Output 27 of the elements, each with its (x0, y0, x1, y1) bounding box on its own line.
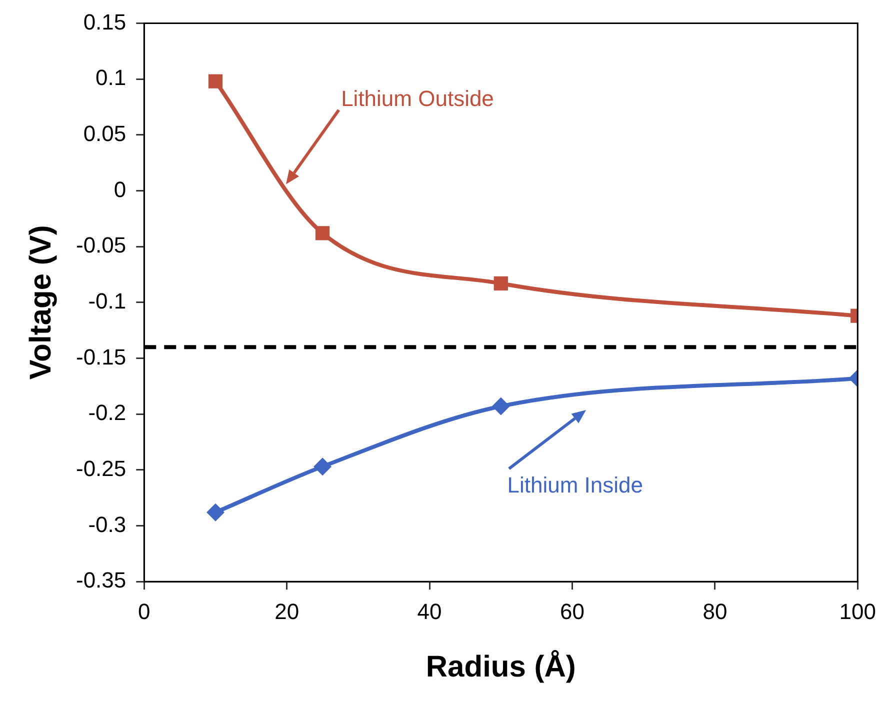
point (494, 276, 508, 290)
point (314, 458, 332, 476)
annotation: Lithium Inside (507, 472, 643, 498)
point (492, 397, 510, 416)
y-tick-label: -0.25 (76, 456, 126, 481)
x-tick-label: 0 (138, 598, 150, 624)
x-tick-label: 40 (417, 598, 442, 624)
y-tick-label: -0.1 (88, 288, 126, 314)
point (208, 74, 223, 88)
y-tick-label: -0.3 (88, 512, 126, 537)
y-tick-label: 0.15 (83, 9, 126, 34)
annotation: Lithium Outside (341, 86, 494, 111)
x-tick-label: 20 (274, 598, 300, 624)
x-tick-label: 60 (560, 598, 584, 624)
y-axis-title: Voltage (V) (24, 225, 58, 380)
y-tick-label: 0.1 (96, 65, 126, 90)
y-tick-label: -0.15 (76, 344, 126, 370)
x-tick-label: 100 (839, 598, 876, 624)
y-tick-label: -0.05 (76, 232, 126, 258)
x-tick-label: 80 (702, 598, 728, 624)
point (206, 503, 224, 522)
y-tick-label: 0 (114, 176, 126, 202)
x-axis-title: Radius (Å) (426, 649, 576, 684)
y-tick-label: 0.05 (83, 120, 126, 146)
y-tick-label: -0.35 (76, 568, 126, 593)
y-tick-label: -0.2 (88, 400, 126, 426)
point (315, 226, 330, 240)
